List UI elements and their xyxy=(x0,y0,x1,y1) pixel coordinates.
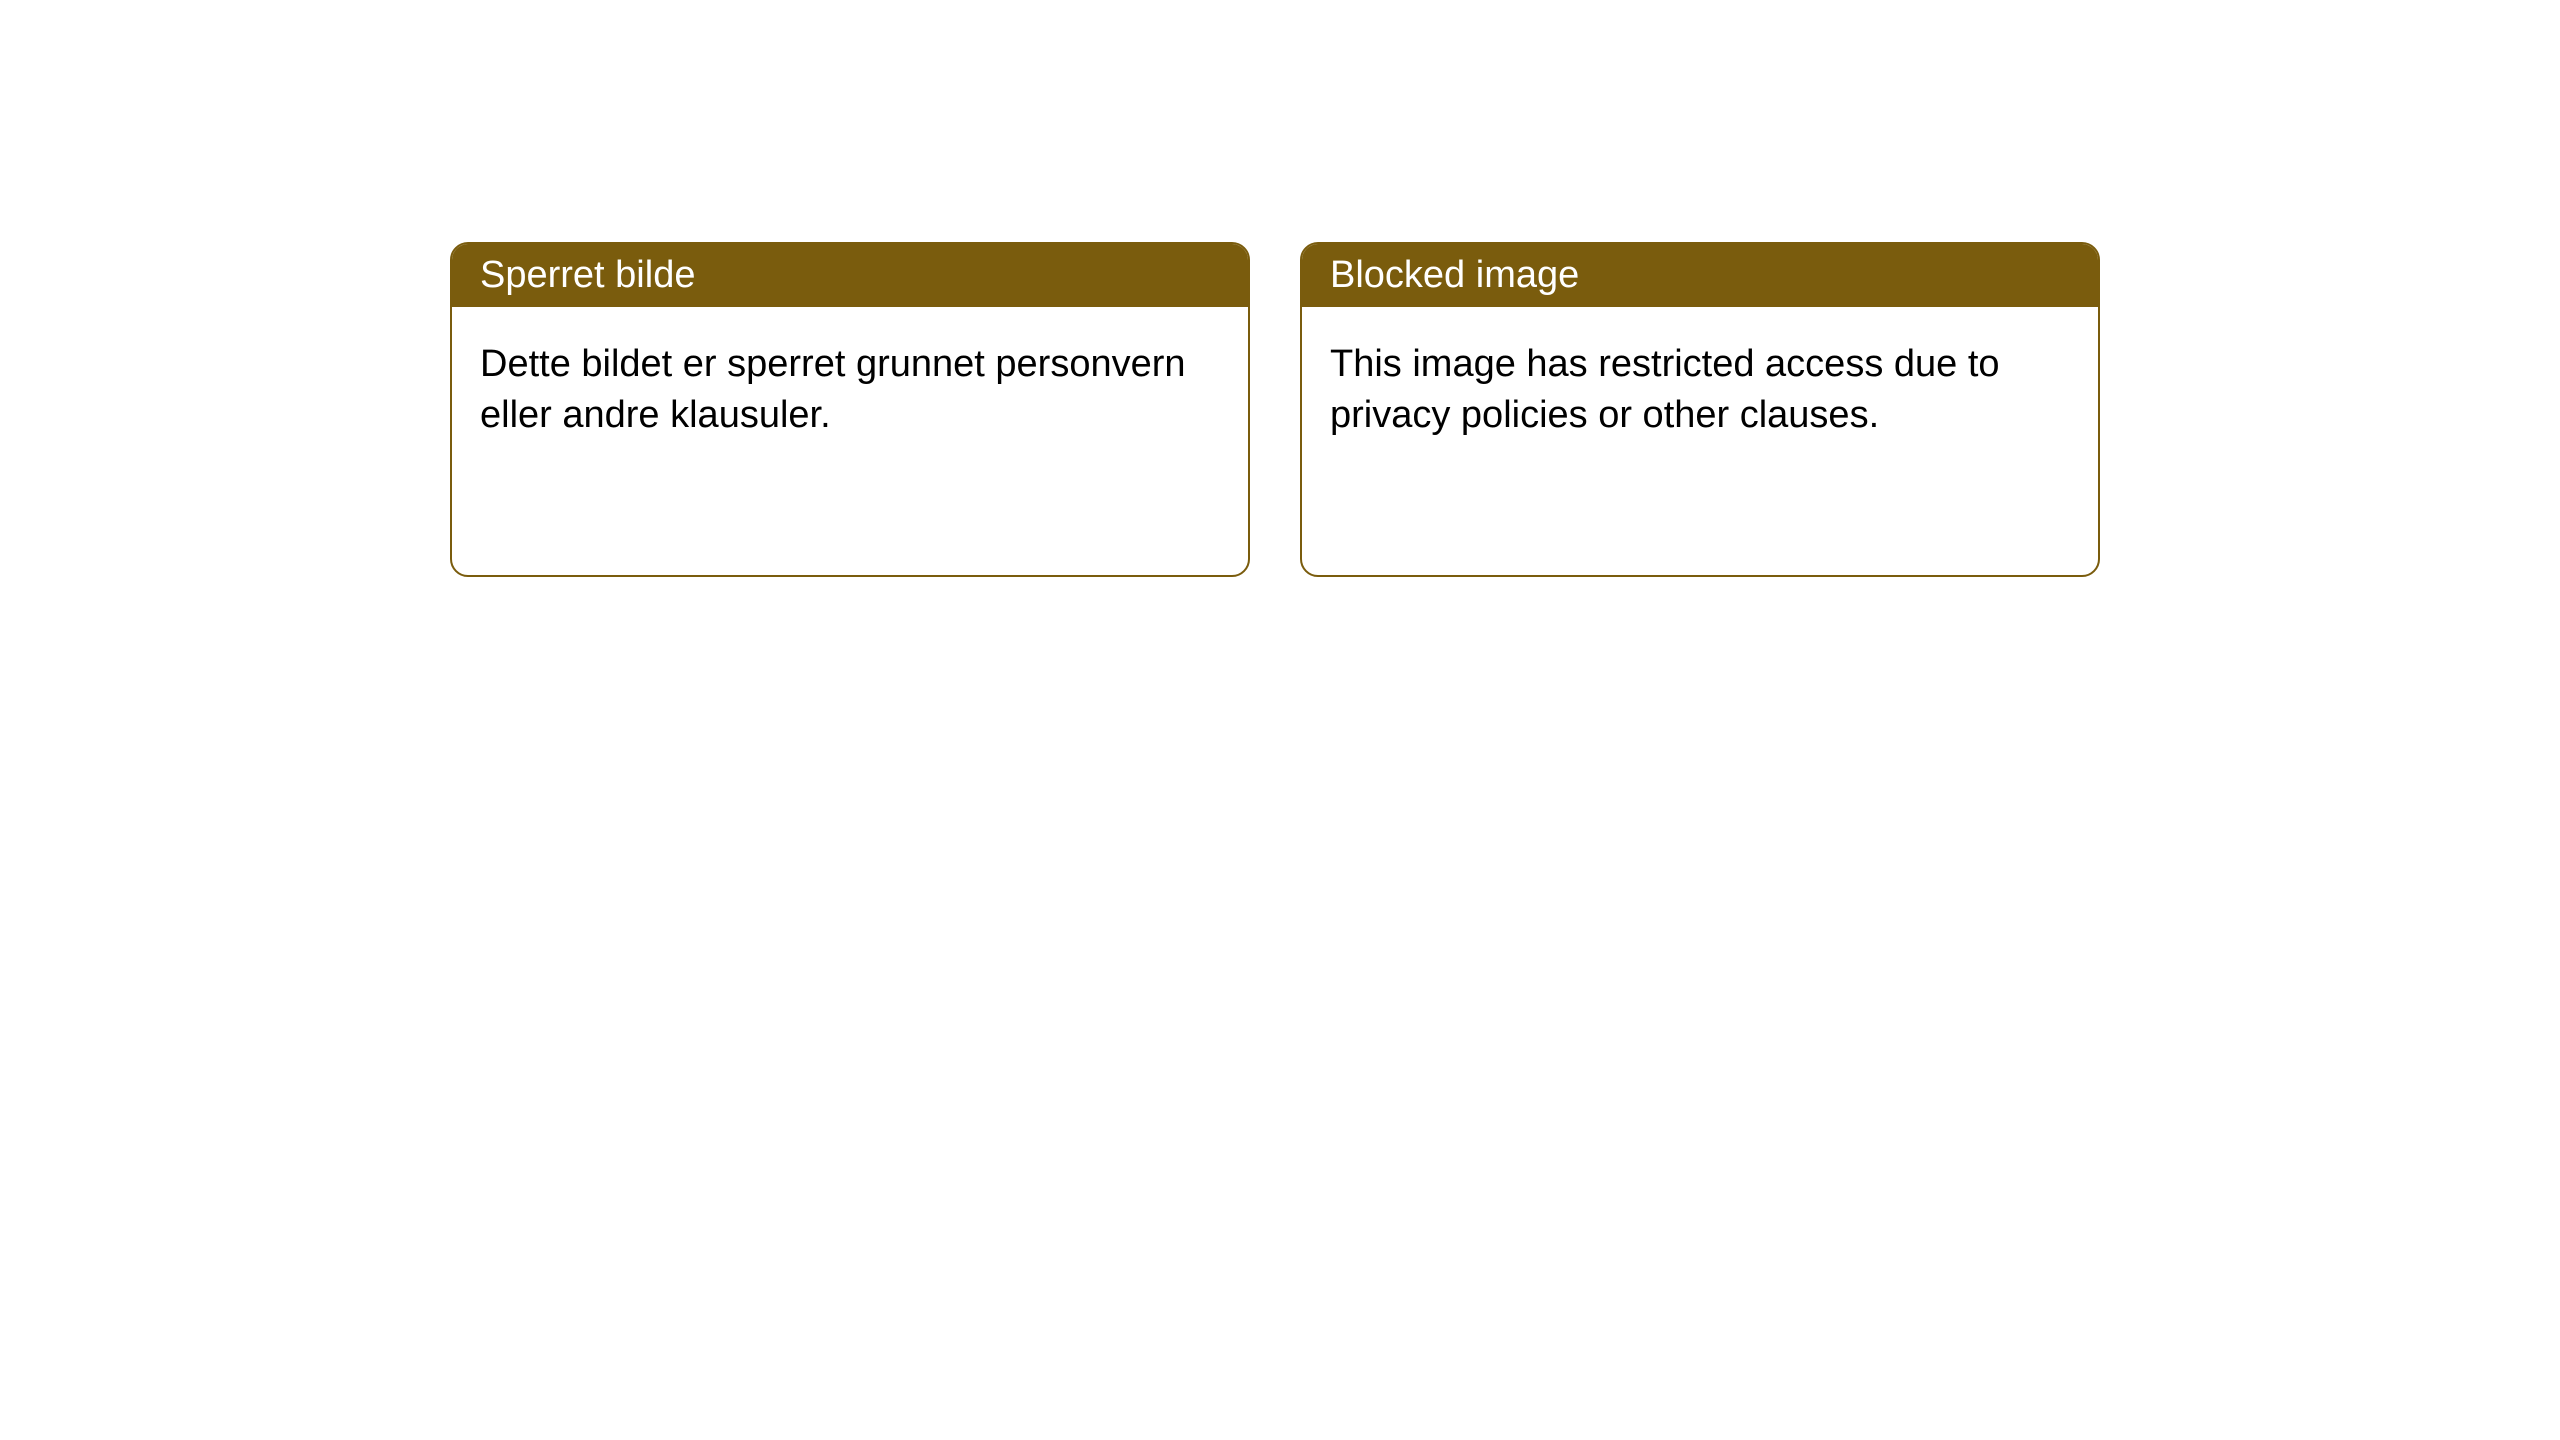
notice-body-norwegian: Dette bildet er sperret grunnet personve… xyxy=(452,307,1248,474)
notice-card-english: Blocked image This image has restricted … xyxy=(1300,242,2100,577)
notice-title-english: Blocked image xyxy=(1302,244,2098,307)
notice-title-norwegian: Sperret bilde xyxy=(452,244,1248,307)
notice-card-norwegian: Sperret bilde Dette bildet er sperret gr… xyxy=(450,242,1250,577)
notice-container: Sperret bilde Dette bildet er sperret gr… xyxy=(0,0,2560,577)
notice-body-english: This image has restricted access due to … xyxy=(1302,307,2098,474)
